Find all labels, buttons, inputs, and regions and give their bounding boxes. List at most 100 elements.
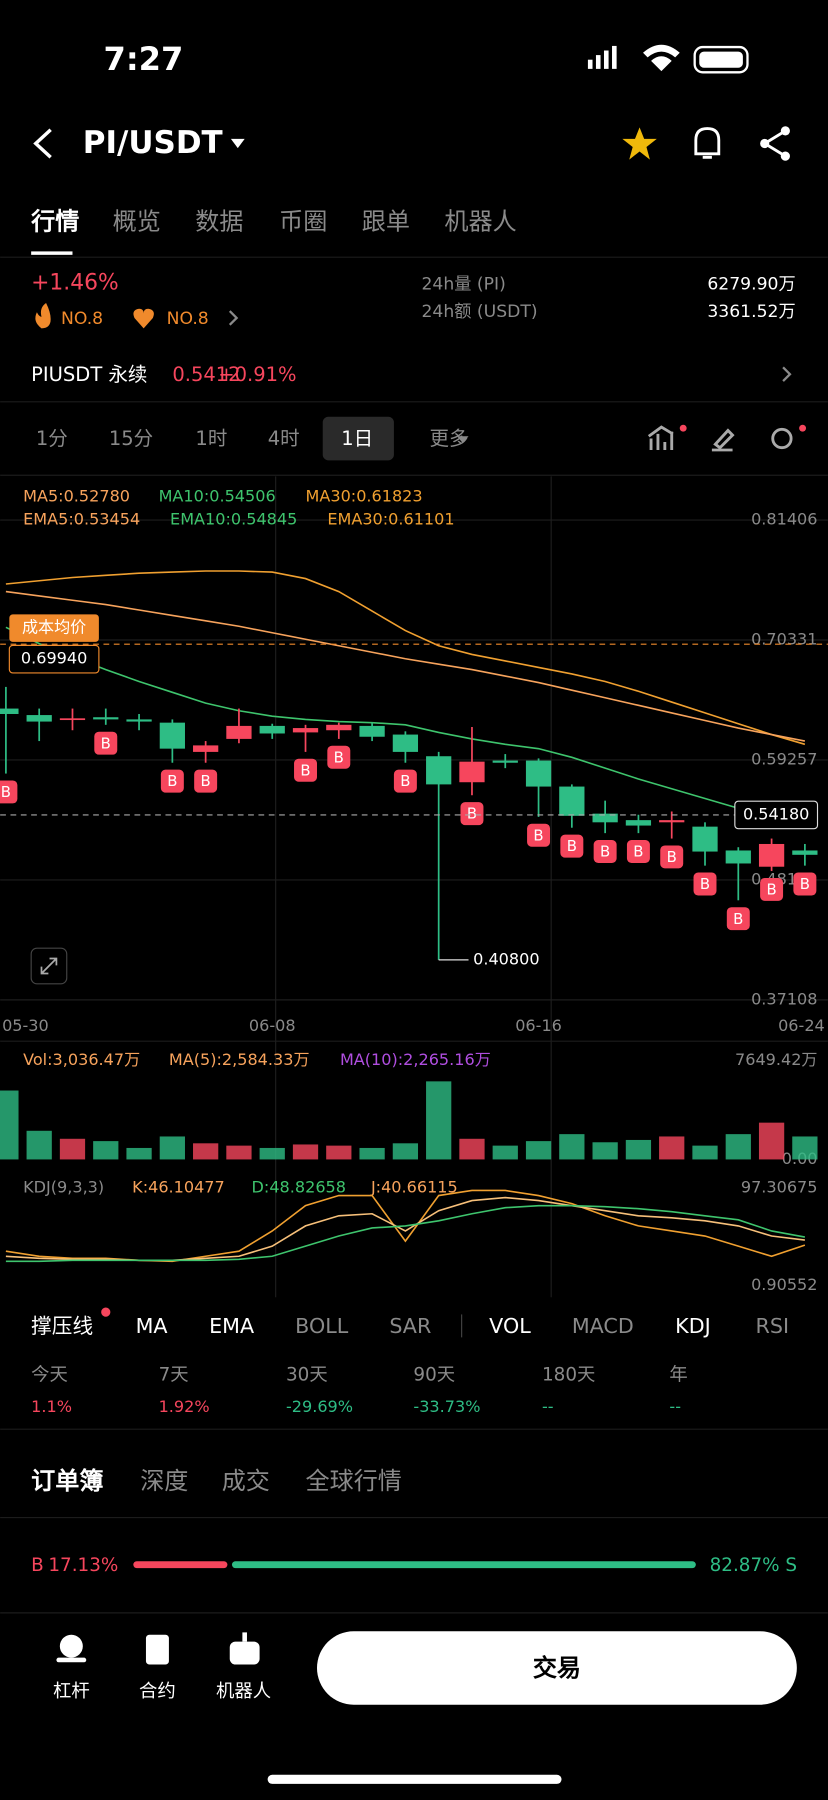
volume-bar <box>326 1145 352 1160</box>
candle-body <box>725 850 751 864</box>
nav-label[interactable]: 合约 <box>139 1681 176 1702</box>
buy-bar <box>133 1561 228 1569</box>
interval[interactable]: 1日 <box>341 427 373 450</box>
tab[interactable]: 机器人 <box>444 208 516 236</box>
back-button[interactable] <box>33 128 52 159</box>
indicator[interactable]: MA <box>136 1314 168 1338</box>
ema30-line <box>5 590 806 742</box>
period-change: -- <box>542 1397 554 1416</box>
indicator[interactable]: MACD <box>572 1314 634 1338</box>
tab[interactable]: 币圈 <box>279 208 327 236</box>
ma-legend: MA30:0.61823 <box>306 487 423 506</box>
alert-bell[interactable] <box>694 127 721 159</box>
cost-label: 成本均价 <box>22 618 86 637</box>
buy-marker-label: B <box>400 772 410 790</box>
volume-bar <box>159 1136 185 1160</box>
orderbook-tab[interactable]: 订单簿 <box>31 1467 103 1495</box>
candle-body <box>559 786 585 816</box>
buy-marker <box>527 823 551 847</box>
perp-more[interactable] <box>782 366 792 382</box>
buy-marker <box>327 745 351 769</box>
indicator[interactable]: EMA <box>209 1314 254 1338</box>
interval[interactable]: 15分 <box>109 427 153 450</box>
ema-legend: EMA10:0.54845 <box>170 510 297 529</box>
ma30-line <box>5 570 806 746</box>
buy-marker <box>0 780 18 804</box>
indicator[interactable]: SAR <box>389 1314 431 1338</box>
x-tick-label: 06-08 <box>249 1016 296 1035</box>
trade-button[interactable] <box>316 1631 797 1705</box>
fav-icon <box>133 308 154 329</box>
indicator[interactable]: RSI <box>756 1314 790 1338</box>
interval[interactable]: 1时 <box>195 427 227 450</box>
nav-icons[interactable] <box>56 1632 260 1665</box>
tab[interactable]: 数据 <box>195 208 243 236</box>
bottom-nav: 杠杆 合约 机器人 <box>53 1681 271 1702</box>
interval[interactable]: 1分 <box>36 427 68 450</box>
sell-pct: 82.87% <box>710 1555 780 1576</box>
buy-marker-label: B <box>700 875 710 893</box>
indicator[interactable]: KDJ <box>675 1314 711 1338</box>
share-button[interactable] <box>760 126 790 161</box>
buy-marker <box>793 872 817 896</box>
indicator[interactable]: VOL <box>489 1314 531 1338</box>
perp-name[interactable]: PIUSDT 永续 <box>31 363 147 386</box>
candle-body <box>59 718 86 721</box>
rank-more[interactable] <box>228 310 239 326</box>
indicator[interactable]: 撑压线 <box>31 1314 93 1338</box>
hot-rank: NO.8 <box>61 309 103 329</box>
y-tick-label: 0.70331 <box>751 629 817 648</box>
chart-tools[interactable] <box>647 424 807 452</box>
candle-body <box>226 725 252 739</box>
new-dot <box>101 1307 111 1317</box>
orderbook-tab[interactable]: 成交 <box>222 1467 270 1495</box>
pair-dropdown[interactable] <box>230 138 245 149</box>
buy-marker <box>593 840 617 863</box>
buy-marker <box>760 877 784 901</box>
favorite-star[interactable] <box>622 127 657 160</box>
buy-marker-label: B <box>600 843 610 861</box>
buy-marker-label: B <box>633 843 643 861</box>
vol-legend: MA(10):2,265.16万 <box>340 1050 491 1069</box>
period-change: -- <box>669 1397 681 1416</box>
expand-button[interactable] <box>30 947 68 985</box>
buy-marker <box>660 845 684 869</box>
pair-title[interactable]: PI/USDT <box>83 125 223 161</box>
y-tick-label: 0.81406 <box>751 510 817 529</box>
volume-bar <box>226 1145 252 1160</box>
k-line <box>5 1196 805 1262</box>
low-label: 0.40800 <box>473 949 539 968</box>
nav-label[interactable]: 杠杆 <box>53 1681 90 1702</box>
orderbook-tab[interactable]: 全球行情 <box>306 1467 402 1495</box>
candle-body <box>26 715 52 722</box>
tab[interactable]: 概览 <box>113 208 161 236</box>
tab[interactable]: 跟单 <box>362 208 410 236</box>
ma-legend: MA5:0.52780 <box>23 487 130 506</box>
volume-bar <box>659 1136 685 1160</box>
nav-label[interactable]: 机器人 <box>216 1681 271 1702</box>
candle-body <box>792 850 818 855</box>
interval[interactable]: 4时 <box>268 427 300 450</box>
buy-marker <box>160 769 184 793</box>
tab-indicator <box>31 251 73 255</box>
home-indicator <box>267 1774 562 1784</box>
candle-body <box>459 761 485 783</box>
tab[interactable]: 行情 <box>30 208 79 236</box>
more-dropdown[interactable] <box>457 436 469 444</box>
perp-price: 0.5412 <box>172 363 240 386</box>
period: 今天 <box>31 1364 68 1385</box>
buy-marker-label: B <box>334 748 344 766</box>
ema-legend: EMA5:0.53454 <box>23 510 140 529</box>
candle-body <box>93 717 119 720</box>
volume-bar <box>359 1147 385 1160</box>
volume-bar <box>93 1141 119 1160</box>
buy-marker-label: B <box>1 783 11 801</box>
candle-body <box>659 820 685 823</box>
indicator[interactable]: BOLL <box>295 1314 349 1338</box>
buy-marker-label: B <box>101 734 111 752</box>
buy-marker <box>94 731 118 755</box>
orderbook-tab[interactable]: 深度 <box>140 1467 188 1495</box>
sell-bar <box>231 1561 696 1569</box>
volume-bar <box>592 1142 618 1160</box>
interval[interactable]: 更多 <box>429 427 468 450</box>
